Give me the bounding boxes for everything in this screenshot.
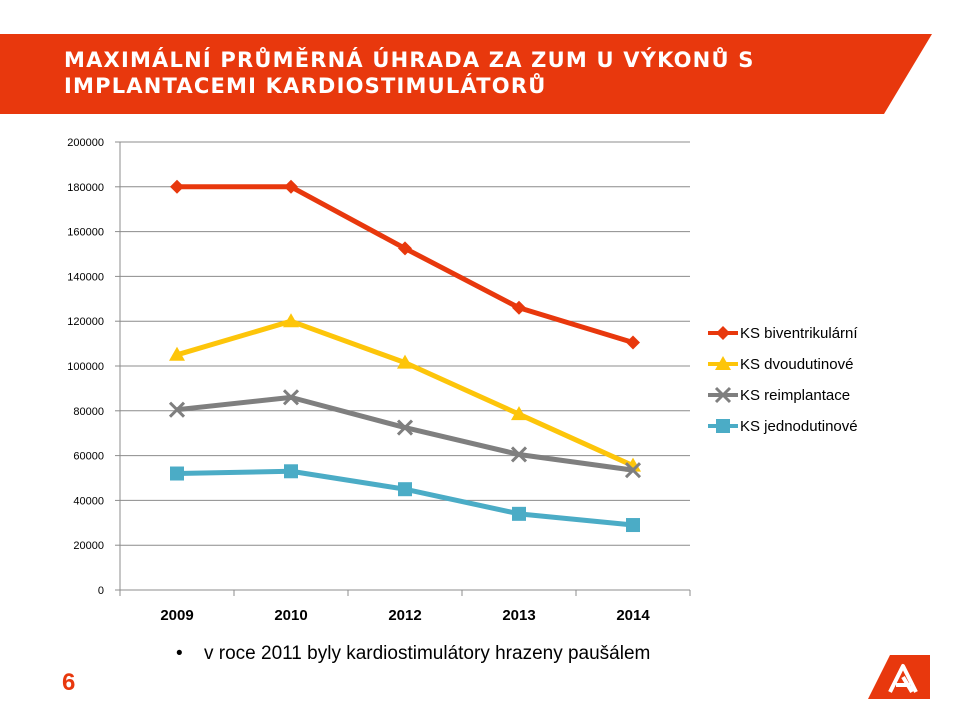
x-tick-label: 2010 bbox=[274, 607, 307, 624]
data-point-3 bbox=[512, 506, 526, 521]
legend-marker-3 bbox=[716, 419, 730, 433]
line-chart: 0 20000 40000 60000 80000 100000 120000 140000 1… bbox=[67, 137, 858, 624]
bullet-text: v roce 2011 byly kardiostimulátory hraze… bbox=[204, 643, 651, 664]
y-tick-label: 180000 bbox=[67, 182, 104, 194]
y-tick-label: 40000 bbox=[73, 495, 104, 507]
data-point-1 bbox=[169, 346, 185, 361]
data-point-3 bbox=[626, 518, 640, 533]
y-tick-label: 140000 bbox=[67, 271, 104, 283]
bullet-symbol: • bbox=[176, 643, 183, 664]
legend-marker-1 bbox=[715, 356, 731, 370]
data-point-3 bbox=[170, 466, 184, 481]
slide-title: Maximální průměrná úhrada za ZUM u výkon… bbox=[64, 48, 755, 98]
data-point-3 bbox=[284, 464, 298, 479]
company-logo bbox=[868, 655, 930, 699]
y-tick-label: 100000 bbox=[67, 361, 104, 373]
page-number: 6 bbox=[62, 669, 76, 696]
data-point-0 bbox=[398, 241, 412, 256]
y-tick-label: 80000 bbox=[73, 406, 104, 418]
y-tick-label: 200000 bbox=[67, 137, 104, 149]
legend-label-2: KS reimplantace bbox=[740, 387, 850, 404]
data-point-2 bbox=[396, 419, 414, 436]
x-tick-label: 2014 bbox=[616, 607, 650, 624]
title-banner-shape bbox=[0, 34, 932, 114]
data-point-0 bbox=[170, 179, 184, 194]
y-tick-label: 120000 bbox=[67, 316, 104, 328]
data-point-2 bbox=[510, 446, 528, 463]
series-line-0 bbox=[177, 184, 634, 345]
x-tick-label: 2013 bbox=[502, 607, 535, 624]
data-point-0 bbox=[284, 179, 298, 194]
data-point-0 bbox=[626, 335, 640, 350]
data-point-0 bbox=[512, 300, 526, 315]
y-tick-label: 160000 bbox=[67, 227, 104, 239]
x-tick-label: 2012 bbox=[388, 607, 421, 624]
data-point-2 bbox=[624, 462, 642, 479]
data-point-1 bbox=[397, 354, 413, 369]
data-point-2 bbox=[168, 401, 186, 418]
data-point-1 bbox=[511, 406, 527, 421]
series-line-3 bbox=[176, 468, 634, 528]
data-point-1 bbox=[283, 313, 299, 328]
x-tick-label: 2009 bbox=[160, 607, 193, 624]
title-banner bbox=[0, 34, 932, 114]
y-tick-label: 0 bbox=[98, 585, 104, 597]
legend-label-0: KS biventrikulární bbox=[740, 325, 858, 342]
bullet-item: • v roce 2011 byly kardiostimulátory hraz… bbox=[176, 643, 650, 665]
y-tick-label: 20000 bbox=[73, 540, 104, 552]
series-line-1 bbox=[176, 318, 635, 468]
legend-marker-2 bbox=[714, 386, 732, 404]
y-tick-label: 60000 bbox=[73, 451, 104, 463]
legend-label-1: KS dvoudutinové bbox=[740, 356, 853, 373]
data-point-3 bbox=[398, 482, 412, 497]
data-point-2 bbox=[282, 389, 300, 406]
legend-label-3: KS jednodutinové bbox=[740, 418, 858, 435]
legend-marker-0 bbox=[716, 326, 730, 340]
